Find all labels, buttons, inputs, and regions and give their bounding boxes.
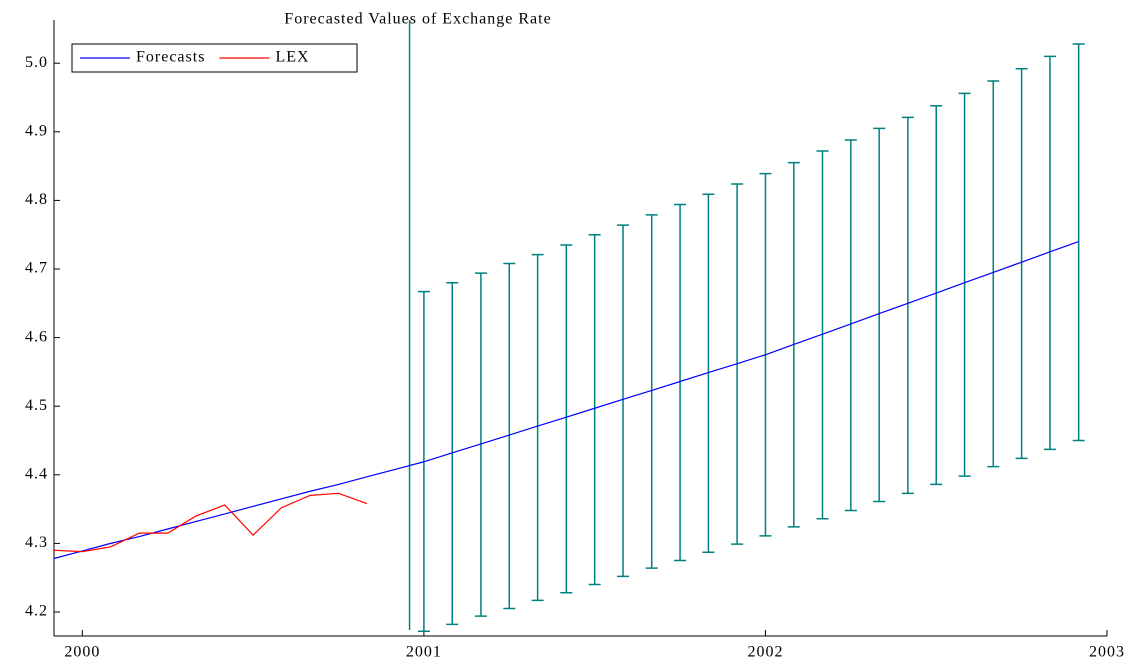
x-tick-label: 2002 (747, 644, 783, 661)
error-bar (1072, 43, 1085, 442)
error-bar (503, 262, 516, 610)
error-bar (901, 116, 914, 495)
error-bar (446, 281, 459, 626)
error-bar (1015, 67, 1028, 460)
error-bar (930, 104, 943, 486)
y-tick-label: 4.5 (25, 397, 48, 414)
series-line (53, 241, 1079, 560)
x-tick-label: 2000 (64, 644, 100, 661)
error-bar (474, 272, 487, 617)
y-tick-label: 4.2 (25, 603, 48, 620)
y-tick-label: 4.8 (25, 191, 48, 208)
error-bar (958, 92, 971, 477)
error-bar (674, 203, 687, 562)
y-tick-label: 4.6 (25, 328, 48, 345)
error-bar (987, 80, 1000, 468)
y-tick-label: 4.3 (25, 534, 48, 551)
error-bar (816, 150, 829, 520)
error-bar (617, 224, 630, 578)
legend-label: LEX (275, 49, 309, 66)
error-bar (702, 193, 715, 554)
y-tick-label: 4.7 (25, 260, 48, 277)
y-tick-label: 5.0 (25, 54, 48, 71)
error-bar (560, 244, 573, 594)
chart-title: Forecasted Values of Exchange Rate (284, 11, 551, 28)
error-bar (873, 127, 886, 503)
error-bar (531, 253, 544, 602)
x-tick-label: 2003 (1089, 644, 1125, 661)
y-tick-label: 4.4 (25, 465, 48, 482)
error-bar (1043, 55, 1056, 451)
x-tick-label: 2001 (406, 644, 442, 661)
error-bar (588, 233, 601, 586)
y-tick-label: 4.9 (25, 122, 48, 139)
legend-label: Forecasts (136, 49, 205, 66)
series-line (53, 492, 368, 553)
error-bar (645, 214, 658, 569)
error-bar (844, 139, 857, 512)
